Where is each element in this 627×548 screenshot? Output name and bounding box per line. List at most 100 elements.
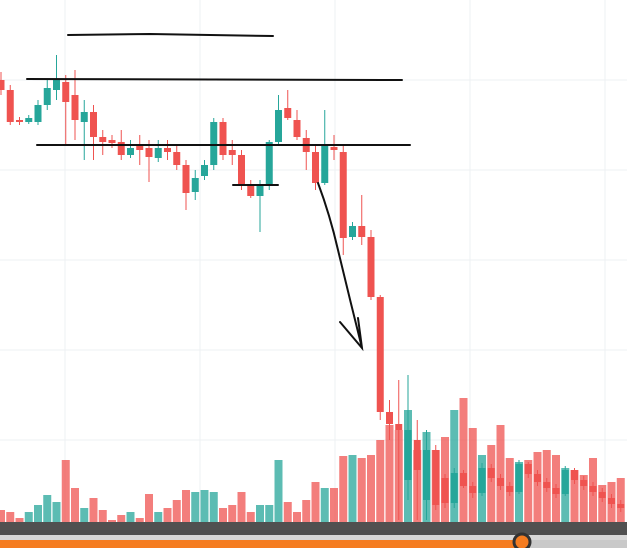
- volume-bar: [71, 488, 79, 522]
- volume-bar: [108, 520, 116, 522]
- volume-bar: [246, 512, 255, 522]
- volume-bar: [357, 458, 366, 522]
- volume-bar: [256, 505, 264, 522]
- candle-body: [275, 110, 282, 142]
- volume-bar: [302, 500, 311, 522]
- volume-bar: [43, 495, 52, 522]
- scrollbar-track: [0, 522, 627, 535]
- candle-body: [441, 478, 449, 503]
- volume-bar: [182, 490, 190, 522]
- volume-bar: [145, 494, 153, 522]
- volume-bar: [450, 410, 459, 522]
- candle-body: [432, 450, 440, 505]
- candle-body: [238, 155, 245, 185]
- candle-body: [0, 80, 5, 90]
- volume-bar: [459, 398, 468, 522]
- candle-body: [423, 450, 430, 500]
- candle-body: [164, 148, 171, 152]
- candle-body: [293, 120, 301, 137]
- candle-body: [376, 297, 384, 412]
- volume-bar: [533, 452, 542, 522]
- candle-body: [321, 145, 329, 183]
- volume-bar: [61, 460, 70, 522]
- volume-bar: [570, 470, 579, 522]
- candle-body: [339, 152, 347, 238]
- volume-bar: [237, 492, 246, 522]
- volume-bar: [367, 455, 375, 522]
- volume-bar: [163, 508, 172, 522]
- candle-body: [386, 412, 393, 424]
- volume-bar: [135, 518, 144, 522]
- candle-body: [524, 464, 532, 474]
- candle-body: [580, 480, 588, 486]
- volume-bar: [0, 510, 5, 522]
- candle-body: [349, 226, 356, 237]
- annotation-line: [67, 32, 274, 37]
- candle-body: [108, 140, 116, 143]
- candle-body: [6, 90, 14, 122]
- candle-body: [608, 498, 615, 504]
- volume-bar: [117, 515, 126, 522]
- volume-bar: [80, 508, 89, 522]
- volume-bar: [24, 512, 33, 522]
- candle-body: [99, 137, 107, 142]
- candle-body: [219, 122, 227, 155]
- candle-body: [312, 152, 319, 183]
- candle-body: [367, 237, 375, 297]
- volume-bar: [524, 460, 533, 522]
- candle-body: [515, 464, 523, 492]
- candle-body: [478, 468, 486, 493]
- candle-body: [182, 165, 190, 193]
- candle-body: [34, 105, 42, 122]
- candle-body: [173, 152, 181, 165]
- candle-body: [71, 95, 79, 120]
- timeline-strip: [0, 535, 627, 540]
- candle-body: [330, 147, 338, 150]
- candle-body: [589, 486, 597, 492]
- candle-body: [247, 185, 255, 196]
- candle-body: [487, 468, 495, 478]
- candle-body: [80, 112, 88, 122]
- candle-body: [552, 488, 560, 494]
- candle-body: [469, 486, 477, 493]
- candle-body: [265, 142, 273, 185]
- timeline-rest: [530, 540, 627, 548]
- volume-bar: [496, 425, 505, 522]
- volume-bar: [191, 492, 200, 522]
- candle-body: [506, 486, 514, 492]
- candle-body: [256, 185, 264, 196]
- volume-bar: [376, 440, 385, 522]
- candle-body: [25, 118, 33, 122]
- candle-body: [62, 82, 70, 102]
- candle-body: [228, 150, 236, 155]
- volume-bar: [89, 498, 98, 522]
- volume-bar: [339, 456, 348, 522]
- candle-body: [497, 478, 504, 486]
- volume-bar: [311, 482, 320, 522]
- candle-body: [617, 504, 625, 508]
- volume-bar: [15, 518, 24, 522]
- candle-body: [90, 112, 97, 137]
- candle-body: [561, 470, 569, 494]
- candle-body: [210, 122, 218, 165]
- candle-layer: [0, 55, 625, 520]
- timeline-range[interactable]: [0, 540, 627, 548]
- volume-bar: [34, 505, 42, 522]
- volume-layer: [0, 398, 625, 522]
- volume-bar: [228, 505, 237, 522]
- volume-bar: [468, 428, 477, 522]
- candle-body: [154, 148, 162, 158]
- timeline-handle[interactable]: [512, 532, 532, 548]
- volume-bar: [154, 512, 163, 522]
- volume-bar: [579, 475, 588, 522]
- candle-body: [598, 492, 606, 498]
- candle-body: [450, 473, 458, 503]
- candle-body: [53, 80, 60, 90]
- candle-body: [543, 482, 551, 488]
- volume-bar: [265, 505, 274, 522]
- volume-bar: [219, 508, 227, 522]
- volume-bar: [487, 445, 496, 522]
- candle-body: [395, 424, 403, 430]
- candle-body: [145, 148, 153, 157]
